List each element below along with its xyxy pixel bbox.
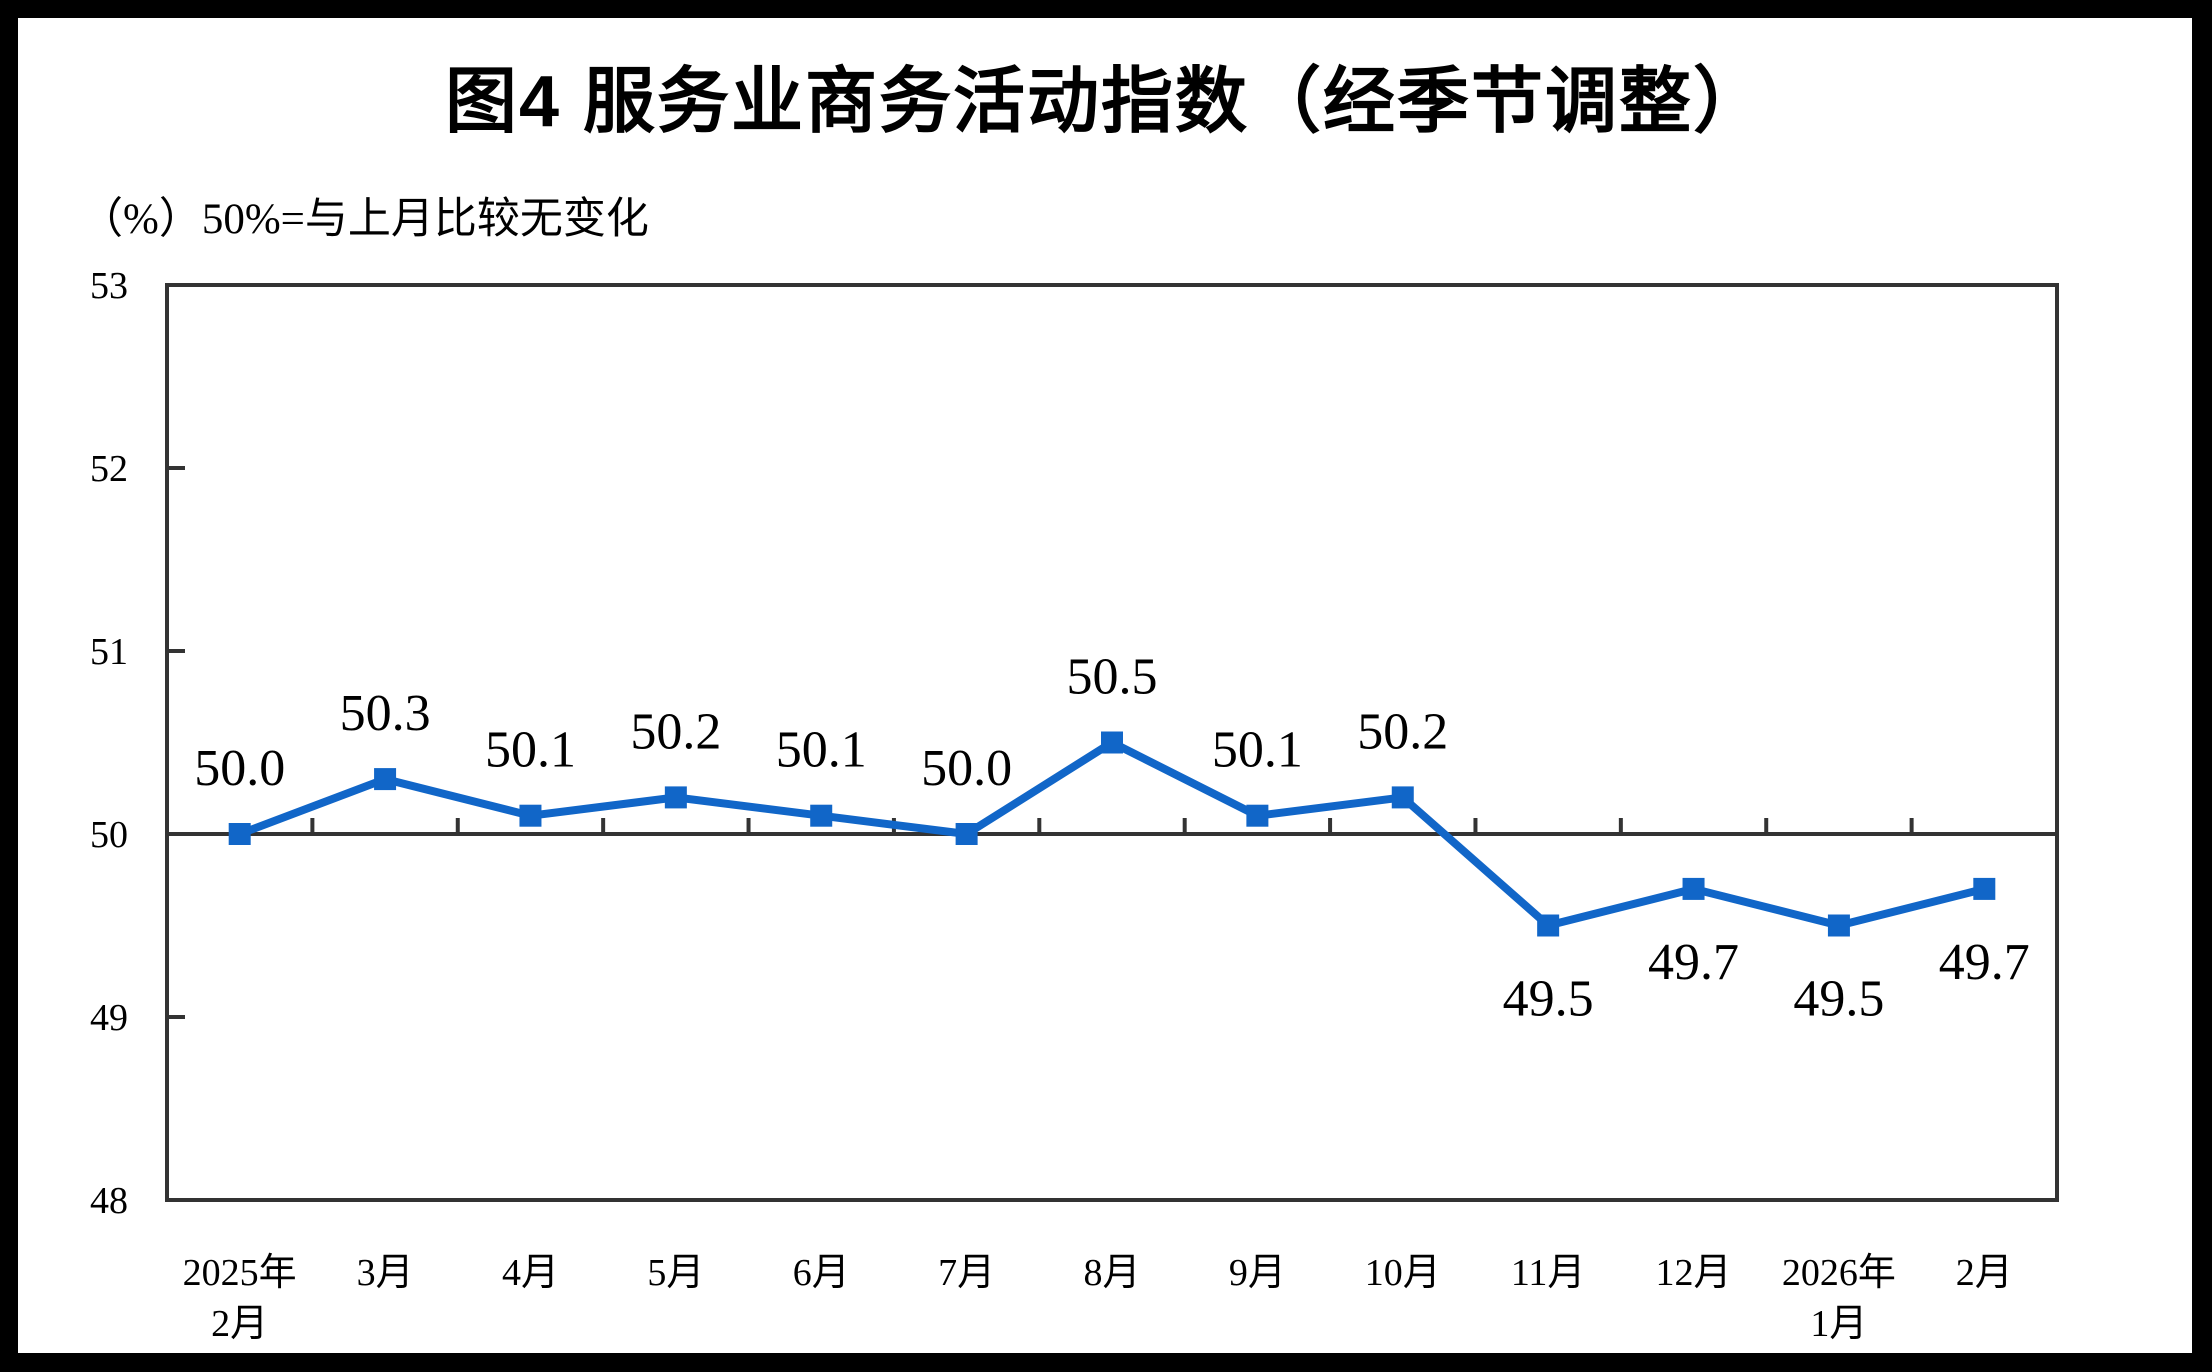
data-point-marker	[1537, 914, 1560, 937]
x-axis-label: 11月	[1511, 1252, 1586, 1294]
data-point-label: 50.2	[630, 703, 721, 760]
data-point-marker	[519, 804, 542, 827]
data-point-label: 50.1	[776, 722, 867, 779]
x-axis-label: 8月	[1083, 1252, 1140, 1294]
data-point-marker	[1973, 877, 1996, 900]
x-axis-label: 10月	[1365, 1252, 1441, 1294]
y-axis-label: 52	[90, 448, 128, 490]
data-point-label: 50.3	[340, 685, 431, 742]
y-axis-label: 49	[90, 997, 128, 1039]
data-point-marker	[664, 786, 687, 809]
y-axis-label: 51	[90, 631, 128, 673]
plot-frame	[165, 283, 2059, 1202]
x-axis-label: 7月	[938, 1252, 995, 1294]
data-point-marker	[374, 768, 397, 791]
data-point-label: 50.1	[1212, 722, 1303, 779]
x-axis-label: 3月	[357, 1252, 414, 1294]
data-point-label: 49.7	[1939, 934, 2030, 991]
y-axis-label: 50	[90, 814, 128, 856]
x-axis-label: 9月	[1229, 1252, 1286, 1294]
x-axis-label: 2月	[1956, 1252, 2013, 1294]
data-point-marker	[228, 823, 251, 845]
data-point-label: 49.7	[1648, 934, 1739, 991]
data-point-label: 49.5	[1793, 971, 1884, 1028]
x-axis-label: 6月	[793, 1252, 850, 1294]
data-point-marker	[810, 804, 833, 827]
data-point-label: 50.5	[1067, 649, 1158, 706]
x-axis-label: 2026年	[1782, 1252, 1896, 1294]
data-point-marker	[1682, 877, 1705, 900]
data-point-label: 50.2	[1357, 703, 1448, 760]
data-point-marker	[1827, 914, 1850, 937]
x-axis-label: 2月	[211, 1303, 268, 1345]
x-axis-label: 1月	[1810, 1303, 1867, 1345]
x-axis-label: 12月	[1656, 1252, 1732, 1294]
data-point-label: 50.0	[921, 740, 1012, 797]
data-point-marker	[1101, 731, 1123, 754]
x-axis-label: 5月	[647, 1252, 704, 1294]
data-point-marker	[1246, 804, 1269, 827]
data-point-marker	[1391, 786, 1414, 809]
y-axis-label: 53	[90, 265, 128, 307]
data-point-label: 50.0	[194, 740, 285, 797]
data-point-label: 49.5	[1503, 971, 1594, 1028]
chart-title: 图4 服务业商务活动指数（经季节调整）	[444, 62, 1768, 142]
x-axis-label: 2025年	[183, 1252, 297, 1294]
data-point-label: 50.1	[485, 722, 576, 779]
y-axis-label: 48	[90, 1180, 128, 1222]
data-point-marker	[955, 823, 978, 845]
x-axis-label: 4月	[502, 1252, 559, 1294]
chart-unit-note: （%）50%=与上月比较无变化	[80, 196, 649, 243]
